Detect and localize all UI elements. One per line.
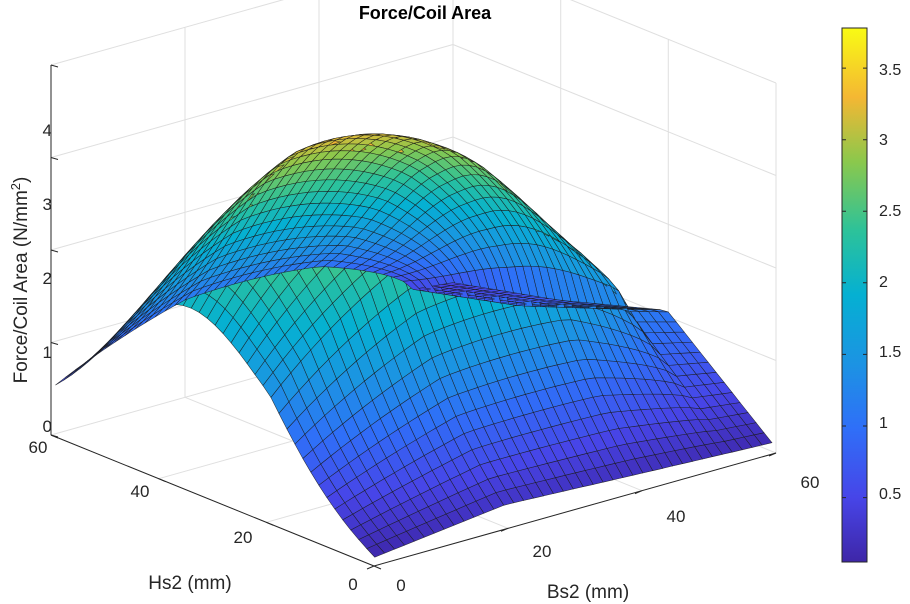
z-tick-label: 4 — [43, 121, 52, 140]
z-axis-ticks: 0 1 2 3 4 — [43, 121, 52, 436]
x-axis-line — [373, 452, 777, 567]
z-tick-mark — [50, 249, 59, 253]
y-tick-label: 40 — [131, 482, 150, 501]
z-tick-label: 0 — [43, 417, 52, 436]
axes-lines — [50, 64, 777, 570]
surface-face — [55, 371, 74, 386]
x-tick-label: 0 — [396, 576, 405, 595]
colorbar-tick-label: 0.5 — [879, 486, 901, 503]
x-axis-ticks: 0 20 40 60 — [396, 473, 819, 595]
z-axis-label-close: ) — [11, 177, 32, 183]
y-axis-label: Hs2 (mm) — [148, 573, 231, 594]
colorbar-tick-label: 2 — [879, 274, 888, 291]
x-tick-mark — [366, 565, 375, 570]
colorbar-tick-label: 3.5 — [879, 62, 901, 79]
z-tick-mark — [50, 157, 59, 160]
z-tick-label: 2 — [43, 269, 52, 288]
colorbar-ticks — [842, 67, 867, 499]
x-tick-label: 40 — [667, 507, 686, 526]
y-axis-ticks: 0 20 40 60 — [29, 438, 358, 594]
z-tick-label: 1 — [43, 343, 52, 362]
x-tick-label: 20 — [533, 542, 552, 561]
y-tick-mark — [158, 478, 166, 483]
colorbar: 0.5 1 1.5 2 2.5 3 3.5 — [841, 27, 901, 563]
z-tick-mark — [50, 64, 59, 68]
z-tick-label: 3 — [43, 195, 52, 214]
surface-plot — [55, 133, 773, 558]
colorbar-tick-label: 1.5 — [879, 344, 901, 361]
x-tick-mark — [500, 527, 509, 532]
colorbar-gradient — [841, 27, 868, 563]
z-axis-label-main: Force/Coil Area (N/mm — [11, 190, 32, 383]
x-tick-label: 60 — [801, 473, 820, 492]
y-axis-line — [50, 434, 375, 567]
z-tick-mark — [50, 434, 59, 438]
y-tick-mark — [266, 521, 274, 526]
x-tick-mark — [768, 452, 777, 457]
z-axis-label: Force/Coil Area (N/mm2) — [8, 177, 32, 384]
y-tick-label: 20 — [234, 528, 253, 547]
colorbar-tick-label: 3 — [879, 132, 888, 149]
y-tick-label: 60 — [29, 438, 48, 457]
z-axis-label-superscript: 2 — [8, 183, 23, 190]
y-tick-mark — [373, 565, 382, 570]
z-tick-mark — [50, 342, 59, 345]
colorbar-tick-label: 2.5 — [879, 203, 901, 220]
y-tick-label: 0 — [348, 575, 357, 594]
colorbar-tick-label: 1 — [879, 415, 888, 432]
chart-title: Force/Coil Area — [359, 3, 492, 23]
colorbar-tick-labels: 0.5 1 1.5 2 2.5 3 3.5 — [879, 62, 901, 503]
x-axis-label: Bs2 (mm) — [547, 582, 629, 603]
x-tick-mark — [634, 490, 643, 495]
